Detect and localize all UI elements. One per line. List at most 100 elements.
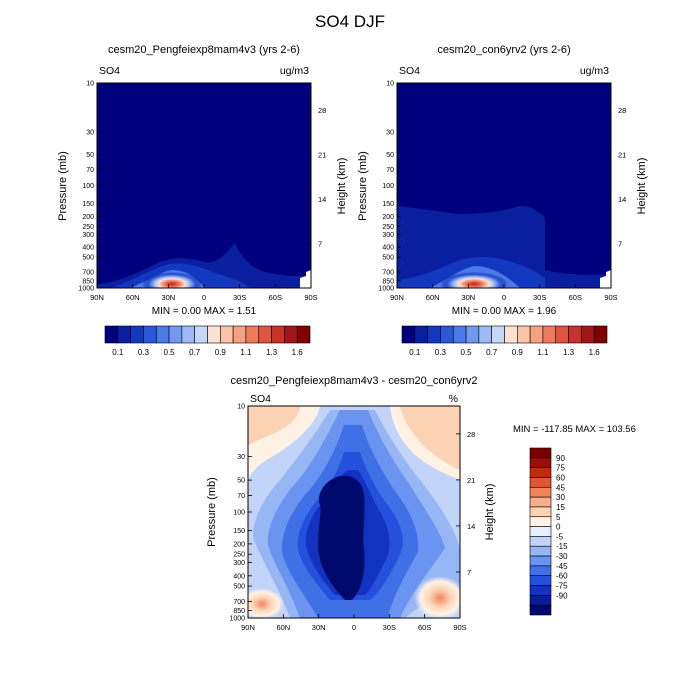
- colorbar-swatch: [258, 325, 272, 344]
- colorbar-label: 0.1: [112, 348, 124, 357]
- latitude-tick-label: 0: [352, 623, 356, 632]
- pressure-tick-label: 100: [382, 183, 394, 190]
- colorbar-label: -15: [556, 542, 568, 551]
- latitude-tick-label: 60S: [418, 623, 431, 632]
- panel-a-y2label: Height (km): [336, 158, 348, 215]
- latitude-tick-label: 30N: [312, 623, 326, 632]
- colorbar-swatch: [427, 325, 441, 344]
- colorbar-swatch: [529, 545, 552, 557]
- colorbar-label: 1.3: [266, 348, 278, 357]
- colorbar-label: -30: [556, 552, 568, 561]
- colorbar-label: 0.3: [435, 348, 447, 357]
- colorbar-swatch: [117, 325, 131, 344]
- panel-c-title: cesm20_Pengfeiexp8mam4v3 - cesm20_con6yr…: [230, 375, 477, 387]
- colorbar-swatch: [130, 325, 144, 344]
- colorbar-swatch: [232, 325, 247, 344]
- pressure-tick-label: 250: [233, 552, 245, 559]
- colorbar-swatch: [491, 325, 505, 344]
- panel-c-field: [248, 406, 460, 618]
- colorbar-label: 1.1: [537, 348, 549, 357]
- pressure-tick-label: 1000: [378, 286, 394, 293]
- panel-b-title: cesm20_con6yrv2 (yrs 2-6): [437, 44, 570, 56]
- colorbar-label: -5: [556, 532, 564, 541]
- colorbar-swatch: [529, 536, 552, 547]
- colorbar-swatch: [529, 457, 552, 468]
- height-tick-label: 21: [318, 150, 326, 159]
- colorbar-label: 0.9: [512, 348, 524, 357]
- pressure-tick-label: 150: [382, 201, 394, 208]
- pressure-tick-label: 300: [82, 232, 94, 239]
- height-tick-label: 14: [618, 195, 626, 204]
- pressure-tick-label: 10: [386, 81, 394, 88]
- pressure-tick-label: 250: [382, 224, 394, 231]
- colorbar-swatch: [207, 325, 221, 344]
- colorbar-label: 60: [556, 473, 565, 482]
- colorbar-label: 1.6: [292, 348, 304, 357]
- pressure-tick-label: 70: [237, 493, 245, 500]
- pressure-tick-label: 700: [82, 270, 94, 277]
- panel-b-ylabel: Pressure (mb): [357, 151, 369, 221]
- colorbar-swatch: [155, 325, 170, 344]
- colorbar-swatch: [504, 325, 518, 344]
- latitude-tick-label: 30N: [461, 293, 475, 302]
- colorbar-label: 15: [556, 503, 565, 512]
- latitude-tick-label: 90N: [390, 293, 404, 302]
- colorbar-swatch: [245, 325, 260, 344]
- pressure-tick-label: 250: [82, 224, 94, 231]
- panel-a-left-label: SO4: [99, 65, 120, 77]
- colorbar-label: 0.5: [164, 348, 176, 357]
- colorbar-swatch: [529, 604, 552, 616]
- colorbar-swatch: [529, 486, 552, 498]
- latitude-tick-label: 0: [202, 293, 206, 302]
- colorbar-swatch: [529, 555, 552, 567]
- panel-b: cesm20_con6yrv2 (yrs 2-6) SO4 ug/m3 Pres…: [357, 44, 648, 317]
- colorbar-swatch: [555, 325, 569, 344]
- height-tick-label: 14: [318, 195, 326, 204]
- pressure-tick-label: 400: [82, 245, 94, 252]
- panel-c-left-label: SO4: [250, 393, 271, 405]
- height-tick-label: 28: [318, 106, 326, 115]
- pressure-tick-label: 30: [86, 129, 94, 136]
- pressure-tick-label: 500: [382, 255, 394, 262]
- panel-a-stats: MIN = 0.00 MAX = 1.51: [152, 306, 257, 317]
- height-tick-label: 7: [467, 568, 471, 577]
- colorbar-swatch: [220, 325, 234, 344]
- colorbar-swatch: [568, 325, 582, 344]
- colorbar-swatch: [529, 506, 552, 518]
- pressure-tick-label: 150: [233, 528, 245, 535]
- pressure-tick-label: 100: [82, 183, 94, 190]
- panel-a-units: ug/m3: [280, 65, 309, 77]
- pressure-tick-label: 300: [233, 560, 245, 567]
- pressure-tick-label: 300: [382, 232, 394, 239]
- colorbar-swatch: [529, 595, 552, 606]
- pressure-tick-label: 70: [86, 167, 94, 174]
- pressure-tick-label: 850: [82, 278, 94, 285]
- colorbar-swatch: [440, 325, 454, 344]
- colorbar-swatch: [181, 325, 195, 344]
- colorbar-label: 30: [556, 493, 565, 502]
- latitude-tick-label: 30N: [161, 293, 175, 302]
- latitude-tick-label: 90N: [241, 623, 255, 632]
- panel-b-y2label: Height (km): [636, 158, 648, 215]
- pressure-tick-label: 850: [233, 608, 245, 615]
- latitude-tick-label: 60S: [269, 293, 282, 302]
- colorbar-swatch: [168, 325, 183, 344]
- colorbar-label: 0.5: [461, 348, 473, 357]
- pressure-tick-label: 400: [382, 245, 394, 252]
- latitude-tick-label: 60S: [569, 293, 582, 302]
- latitude-tick-label: 30S: [533, 293, 546, 302]
- pressure-tick-label: 50: [386, 152, 394, 159]
- colorbar-swatch: [414, 325, 428, 344]
- figure-title: SO4 DJF: [315, 12, 385, 31]
- colorbar-swatch: [465, 325, 480, 344]
- pressure-tick-label: 400: [233, 573, 245, 580]
- pressure-tick-label: 1000: [229, 616, 245, 623]
- colorbar-swatch: [401, 325, 416, 344]
- latitude-tick-label: 30S: [233, 293, 246, 302]
- colorbar-swatch: [143, 325, 157, 344]
- latitude-tick-label: 90S: [453, 623, 466, 632]
- colorbar-swatch: [529, 467, 552, 478]
- colorbar-swatch: [581, 325, 595, 344]
- colorbar-swatch: [104, 325, 119, 344]
- height-tick-label: 21: [467, 476, 475, 485]
